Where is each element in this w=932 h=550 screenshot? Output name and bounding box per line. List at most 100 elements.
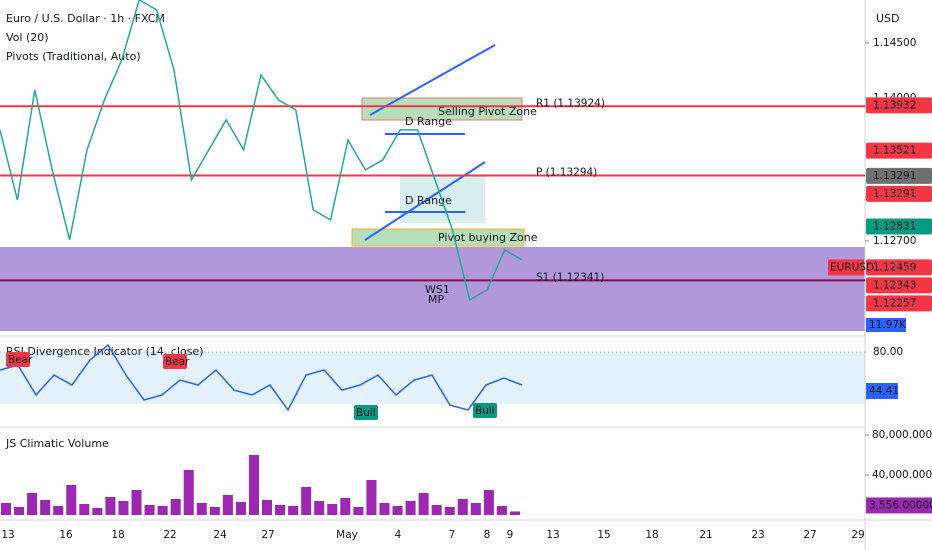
volume-bar: [496, 506, 507, 515]
annotation: MP: [428, 293, 444, 306]
pivot-label: S1 (1.12341): [536, 271, 604, 283]
volume-bar: [483, 490, 494, 515]
x-tick-label: 27: [261, 529, 274, 541]
x-tick-label: 21: [699, 529, 712, 541]
rsi-tag: [866, 383, 898, 400]
volume-bar: [183, 470, 194, 515]
volume-bar: [157, 506, 168, 515]
y-tick-label: 80,000.00000: [872, 429, 932, 441]
x-tick-label: 24: [213, 529, 227, 541]
rsi-band: [0, 352, 865, 404]
volume-bar: [92, 508, 103, 515]
price-tag-label: 1.12343: [873, 279, 916, 291]
annotation: D Range: [405, 194, 452, 207]
symbol-title: Euro / U.S. Dollar · 1h · FXCM: [6, 12, 165, 25]
range-box: [400, 175, 485, 223]
volume-bar: [327, 504, 338, 515]
volume-last-label: 3,556.00000: [869, 499, 932, 511]
price-tag-label: 1.12459: [873, 261, 916, 273]
volume-bar: [14, 507, 25, 515]
annotation: WS1: [425, 283, 450, 296]
volume-bar: [53, 506, 64, 515]
symbol-label: EURUSD: [830, 261, 874, 273]
volume-bar: [262, 500, 273, 515]
volume-bar: [248, 455, 259, 515]
price-tag: [866, 167, 932, 184]
price-tag-label: 1.13291: [873, 170, 916, 182]
volume-bar: [105, 497, 116, 515]
price-tag: [866, 218, 932, 235]
annotation: Selling Pivot Zone: [438, 105, 537, 118]
signal-label: Bear: [8, 354, 33, 366]
y-tick-label: 1.14500: [873, 37, 916, 49]
x-tick-label: 13: [1, 529, 14, 541]
annotation: D Range: [405, 115, 452, 128]
signal-label: Bull: [475, 405, 495, 417]
price-tag-label: 1.13521: [873, 145, 916, 157]
volume-bar: [275, 505, 286, 515]
volume-bar: [431, 505, 442, 515]
currency[interactable]: USD: [876, 12, 900, 25]
volume-bar: [457, 499, 468, 515]
x-tick-label: 29: [851, 529, 864, 541]
volume-bar: [209, 507, 220, 515]
price-tag-label: 1.13932: [873, 99, 916, 111]
volume-bar: [79, 504, 90, 515]
price-line: [0, 0, 523, 302]
volume-bar: [1, 503, 12, 515]
price-tag: [866, 185, 932, 202]
volume-bar: [301, 487, 312, 515]
volume-bar: [66, 485, 77, 515]
symbol-tag: [828, 259, 864, 276]
y-tick-label: 80.00: [873, 346, 903, 358]
pivot-label: P (1.13294): [536, 167, 597, 179]
trend-line: [369, 44, 496, 116]
x-tick-label: 15: [597, 529, 610, 541]
volume-bar: [170, 499, 181, 515]
x-tick-label: 18: [645, 529, 658, 541]
volume-last-tag: [866, 497, 932, 514]
indicator-label: Vol (20): [6, 31, 49, 44]
indicator-label: Pivots (Traditional, Auto): [6, 50, 141, 63]
annotation: Pivot buying Zone: [438, 231, 538, 244]
x-tick-label: 8: [484, 529, 491, 541]
x-tick-label: 4: [395, 529, 402, 541]
volume-bar: [392, 506, 403, 515]
volume-bar: [418, 493, 429, 515]
volume-bar: [40, 500, 51, 515]
price-tag: [866, 97, 932, 114]
volume-bar: [405, 501, 416, 515]
volume-bar: [222, 495, 233, 515]
volume-tag: [866, 318, 906, 332]
volume-bar: [118, 501, 129, 515]
y-tick-label: 40,000.00000: [872, 469, 932, 481]
rsi-title: RSI Divergence Indicator (14, close): [6, 345, 204, 358]
x-tick-label: 16: [59, 529, 73, 541]
volume-bar: [509, 511, 520, 515]
volume-bar: [235, 502, 246, 515]
buying-zone: [351, 228, 525, 247]
signal-tag: [6, 352, 30, 367]
rsi-tag-label: 44.41: [869, 385, 899, 397]
price-tag-label: 1.12831: [873, 220, 916, 232]
volume-bar: [366, 480, 377, 515]
volume-bar: [288, 506, 299, 515]
x-tick-label: 27: [803, 529, 816, 541]
rsi-line: [0, 343, 523, 412]
volume-bar: [444, 507, 455, 515]
selling-zone: [361, 97, 523, 121]
signal-tag: [163, 354, 187, 369]
volume-bar: [379, 503, 390, 515]
x-tick-label: 13: [546, 529, 559, 541]
x-tick-label: 7: [449, 529, 456, 541]
volume-bar: [196, 503, 207, 515]
volume-bar: [131, 490, 142, 515]
volume-bar: [470, 503, 481, 515]
pivot-label: R1 (1.13924): [536, 97, 605, 109]
volume-bar: [27, 493, 38, 515]
price-tag: [866, 295, 932, 312]
signal-tag: [354, 405, 378, 420]
price-tag: [866, 259, 932, 276]
